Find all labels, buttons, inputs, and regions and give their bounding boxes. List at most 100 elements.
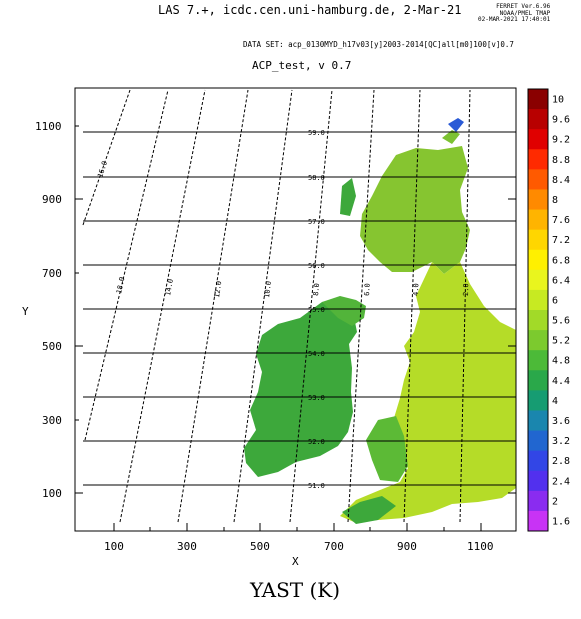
colorbar-swatch [528,289,548,311]
colorbar-swatch [528,330,548,351]
colorbar-label: 5.6 [552,316,570,327]
colorbar-label: 5.2 [552,336,570,347]
colorbar-swatch [528,470,548,492]
x-tick-500: 500 [250,540,270,553]
lon-label-18: 18.0 [115,276,126,294]
colorbar-label: 8.8 [552,155,570,166]
hebrides-land [340,178,356,216]
y-tick-700: 700 [42,267,62,280]
scotland-land [360,146,470,274]
map-title: ACP_test, v 0.7 [252,59,352,72]
lat-label-54: 54.0 [308,350,325,358]
variable-title: YAST (K) [250,578,341,602]
x-tick-1100: 1100 [467,540,494,553]
longitude-labels: 16.0 18.0 14.0 12.0 10.0 8.0 6.0 4.0 2.0 [96,160,470,298]
colorbar-swatch [528,149,548,170]
ferret-date: 02-MAR-2021 17:40:01 [478,16,551,23]
lon-line-16 [82,89,131,226]
y-tick-labels: 100 300 500 700 900 1100 [35,120,62,500]
ferret-org: NOAA/PMEL TMAP [499,9,551,17]
colorbar-swatch [528,490,548,512]
colorbar-swatch [528,510,548,532]
colorbar-swatch [528,430,548,452]
y-axis-label: Y [22,305,29,318]
lon-label-8: 8.0 [312,283,321,296]
x-tick-900: 900 [397,540,417,553]
lon-line-14 [119,89,206,523]
northern-ireland-land [322,296,366,326]
x-axis-label: X [292,555,299,568]
cornwall-land [342,496,396,524]
lat-label-58: 58.0 [308,174,325,182]
colorbar-label: 8 [552,195,558,206]
y-axis [75,125,516,494]
y-tick-300: 300 [42,414,62,427]
colorbar-swatch [528,229,548,251]
ferret-stamp: FERRET Ver.6.96 NOAA/PMEL TMAP 02-MAR-20… [478,3,551,24]
lat-label-59: 59.0 [308,129,325,137]
lat-label-53: 53.0 [308,394,325,402]
orkney-land [442,130,460,144]
lon-line-6 [347,89,375,523]
x-tick-700: 700 [324,540,344,553]
colorbar-label: 6 [552,295,558,306]
shetland-land [448,118,464,132]
x-tick-labels: 100 300 500 700 900 1100 [104,540,494,553]
lat-label-51: 51.0 [308,482,325,490]
wales-land [366,416,408,482]
ireland-land [244,300,357,477]
colorbar-swatch [528,269,548,291]
colorbar-label: 8.4 [552,175,570,186]
x-tick-300: 300 [177,540,197,553]
colorbar-label: 10 [552,95,564,106]
colorbar-label: 3.2 [552,436,570,447]
colorbar: 10 9.6 9.2 8.8 8.4 8 7.6 7.2 6.8 6.4 6 5.6 5.2 4.8 4.4… [527,88,570,532]
colorbar-label: 7.2 [552,235,570,246]
land-masses [244,118,516,524]
plot-header: LAS 7.+, icdc.cen.uni-hamburg.de, 2-Mar-… [158,3,462,17]
colorbar-swatch [528,109,548,130]
lon-label-12: 12.0 [213,280,223,298]
colorbar-label: 3.6 [552,416,570,427]
lon-label-14: 14.0 [164,278,175,296]
england-land [340,262,516,522]
latitude-labels: 59.0 58.0 57.0 56.0 55.0 54.0 53.0 52.0 … [308,129,325,490]
colorbar-label: 4 [552,396,558,407]
colorbar-label: 6.8 [552,255,570,266]
lon-label-10: 10.0 [263,281,273,299]
lat-label-56: 56.0 [308,262,325,270]
colorbar-label: 2.4 [552,476,570,487]
colorbar-swatch [528,390,548,411]
lon-line-12 [177,89,249,523]
colorbar-swatch [528,129,548,150]
colorbar-label: 6.4 [552,275,570,286]
colorbar-label: 7.6 [552,215,570,226]
colorbar-swatch [528,249,548,271]
lon-line-4 [403,89,421,523]
dataset-label: DATA SET: acp_0130MYD_h17v03[y]2003-2014… [243,40,514,49]
colorbar-swatch [528,370,548,391]
colorbar-label: 1.6 [552,516,570,527]
colorbar-label: 4.8 [552,356,570,367]
colorbar-label: 4.4 [552,376,570,387]
lat-label-52: 52.0 [308,438,325,446]
lon-label-2: 2.0 [462,283,470,296]
colorbar-label: 2.8 [552,456,570,467]
longitude-lines [82,89,471,523]
y-tick-500: 500 [42,340,62,353]
colorbar-swatch [528,310,548,331]
y-tick-100: 100 [42,487,62,500]
colorbar-swatch [528,410,548,432]
latitude-lines [83,131,516,486]
lon-line-2 [459,89,471,523]
y-tick-1100: 1100 [35,120,62,133]
colorbar-swatch [528,89,548,110]
lon-label-16: 16.0 [96,160,109,179]
lon-line-8 [289,89,333,523]
lon-label-6: 6.0 [363,283,372,296]
lat-label-57: 57.0 [308,218,325,226]
colorbar-swatch [528,350,548,371]
lon-label-4: 4.0 [412,283,420,296]
x-axis [113,523,482,531]
